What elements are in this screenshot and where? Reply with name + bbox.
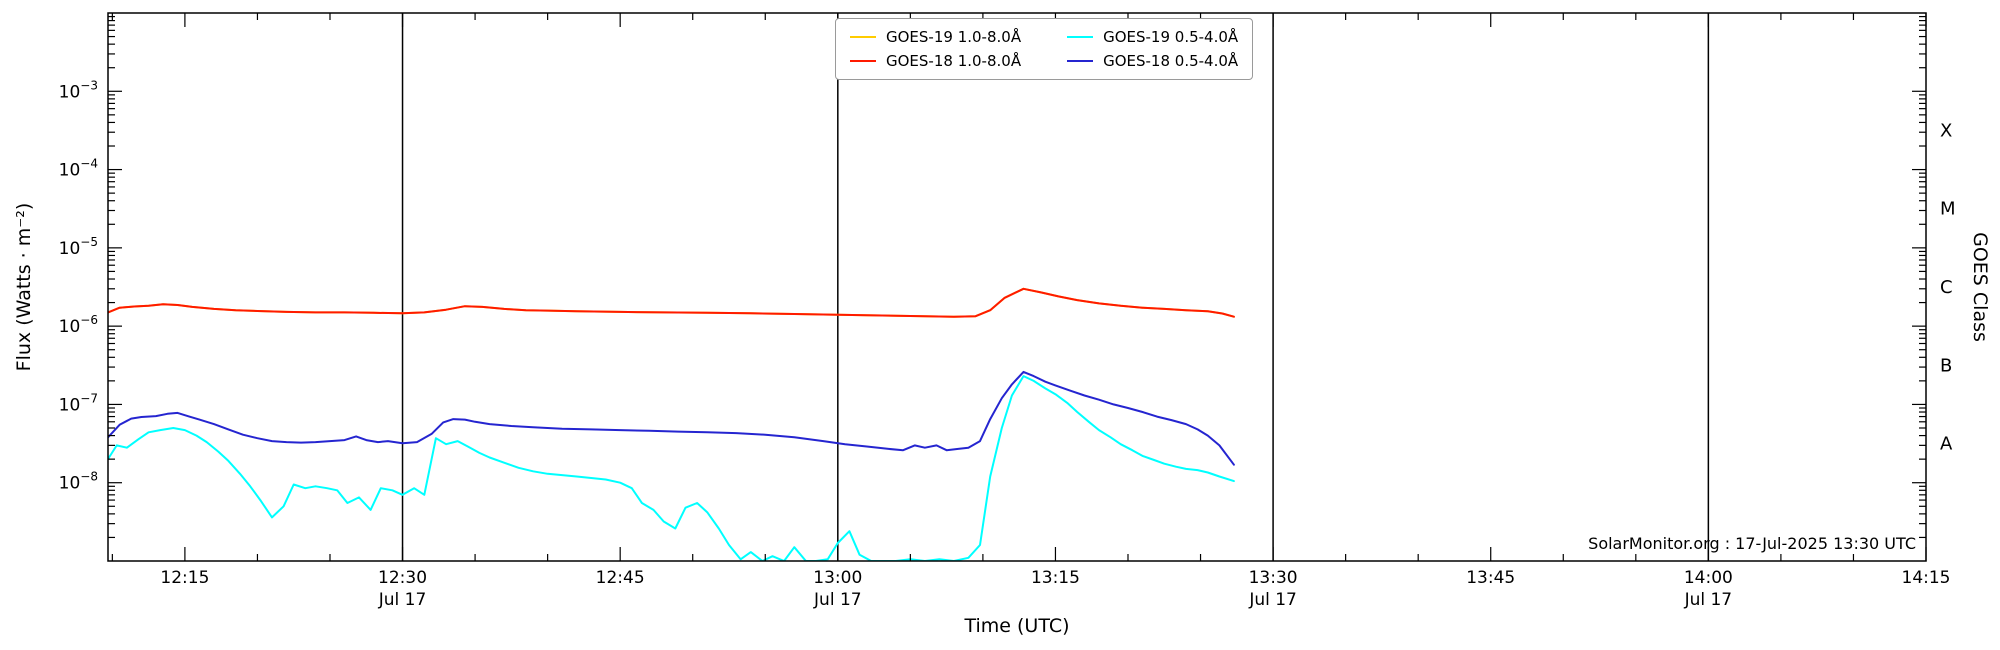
x-axis-label: Time (UTC) [963, 615, 1069, 637]
goes-class-label-B: B [1940, 355, 1952, 376]
legend-entry-goes19-short: GOES-19 0.5-4.0Å [1067, 28, 1238, 46]
legend-line-sample-goes18-short [1067, 60, 1094, 62]
goes-class-label-C: C [1940, 277, 1953, 298]
x-tick-label: 12:15 [160, 568, 209, 588]
y-tick-label: 10−7 [59, 391, 98, 415]
y-tick-label: 10−8 [59, 470, 98, 494]
y-tick-label: 10−5 [59, 235, 98, 259]
y-axis-right-label: GOES Class [1969, 232, 1991, 342]
series-line-GOES-18 1.0-8.0Å [108, 287, 1235, 318]
x-tick-label: 12:45 [596, 568, 645, 588]
y-tick-label: 10−3 [59, 78, 98, 102]
legend-entry-goes18-short: GOES-18 0.5-4.0Å [1067, 52, 1238, 70]
goes-class-label-X: X [1940, 120, 1952, 141]
goes-class-label-M: M [1940, 199, 1956, 220]
y-tick-label: 10−4 [59, 157, 98, 181]
legend-line-sample-goes19-long [850, 36, 876, 38]
series-line-GOES-19 0.5-4.0Å [108, 375, 1235, 561]
legend-line-sample-goes18-long [850, 60, 876, 62]
x-tick-sublabel: Jul 17 [813, 590, 862, 610]
legend-line-sample-goes19-short [1067, 36, 1094, 38]
series-lines [108, 287, 1235, 561]
x-tick-label: 13:30 [1249, 568, 1298, 588]
y-axis-label: Flux (Watts · m⁻²) [13, 203, 35, 372]
x-tick-label: 14:15 [1902, 568, 1951, 588]
x-tick-label: 13:45 [1466, 568, 1515, 588]
y-tick-label: 10−6 [59, 313, 98, 337]
watermark: SolarMonitor.org : 17-Jul-2025 13:30 UTC [1588, 534, 1916, 553]
legend-label: GOES-18 1.0-8.0Å [886, 52, 1022, 70]
series-line-GOES-18 0.5-4.0Å [108, 370, 1235, 466]
x-tick-label: 13:00 [813, 568, 862, 588]
x-tick-label: 13:15 [1031, 568, 1080, 588]
goes-class-label-A: A [1940, 434, 1953, 455]
legend-entry-goes19-long: GOES-19 1.0-8.0Å [850, 28, 1021, 46]
legend-label: GOES-19 0.5-4.0Å [1103, 28, 1239, 46]
x-tick-sublabel: Jul 17 [1684, 590, 1733, 610]
x-tick-sublabel: Jul 17 [1248, 590, 1297, 610]
legend-label: GOES-19 1.0-8.0Å [886, 28, 1022, 46]
legend-label: GOES-18 0.5-4.0Å [1103, 52, 1239, 70]
legend-entry-goes18-long: GOES-18 1.0-8.0Å [850, 52, 1021, 70]
x-tick-label: 12:30 [378, 568, 427, 588]
x-tick-sublabel: Jul 17 [378, 590, 427, 610]
x-tick-label: 14:00 [1684, 568, 1733, 588]
legend: GOES-19 1.0-8.0Å GOES-18 1.0-8.0Å GOES-1… [835, 18, 1254, 80]
plot-border [107, 12, 1927, 562]
